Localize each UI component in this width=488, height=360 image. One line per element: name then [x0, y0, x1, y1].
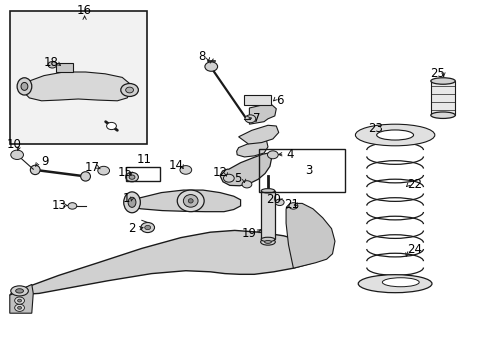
Ellipse shape	[355, 124, 434, 146]
Polygon shape	[238, 125, 278, 144]
Bar	[126, 167, 160, 181]
Text: 14: 14	[168, 159, 183, 172]
Text: 7: 7	[252, 112, 260, 125]
Circle shape	[106, 122, 116, 130]
Circle shape	[180, 166, 191, 174]
Circle shape	[68, 203, 77, 209]
Ellipse shape	[81, 172, 90, 181]
Bar	[261, 191, 274, 239]
Ellipse shape	[11, 286, 28, 296]
Ellipse shape	[123, 192, 140, 213]
Bar	[10, 11, 146, 144]
Text: 13: 13	[51, 199, 66, 212]
Circle shape	[223, 174, 234, 182]
Circle shape	[144, 225, 150, 230]
Text: 12: 12	[212, 166, 227, 179]
Circle shape	[275, 199, 284, 206]
Text: 5: 5	[234, 172, 242, 185]
Circle shape	[129, 175, 135, 179]
Circle shape	[204, 62, 217, 71]
Circle shape	[244, 115, 255, 123]
Polygon shape	[124, 190, 240, 212]
Text: 4: 4	[286, 148, 294, 161]
Text: 11: 11	[137, 153, 151, 166]
Circle shape	[15, 297, 24, 304]
Ellipse shape	[188, 199, 193, 203]
Polygon shape	[22, 72, 131, 101]
Circle shape	[98, 166, 109, 175]
Ellipse shape	[21, 82, 28, 90]
Text: 17: 17	[84, 161, 99, 174]
Bar	[259, 149, 344, 192]
Ellipse shape	[128, 197, 136, 207]
Text: 9: 9	[41, 155, 49, 168]
Bar	[244, 95, 271, 105]
Circle shape	[48, 62, 57, 68]
Polygon shape	[285, 203, 334, 268]
Text: 6: 6	[276, 94, 284, 107]
Circle shape	[125, 87, 133, 93]
Polygon shape	[236, 140, 267, 157]
Text: 15: 15	[117, 166, 132, 179]
Ellipse shape	[30, 165, 40, 175]
Text: 24: 24	[407, 243, 421, 256]
Circle shape	[242, 181, 251, 188]
Ellipse shape	[183, 194, 198, 207]
Text: 21: 21	[284, 198, 298, 211]
Text: 19: 19	[242, 227, 256, 240]
Ellipse shape	[16, 289, 23, 293]
Circle shape	[267, 151, 278, 159]
Ellipse shape	[264, 240, 271, 243]
Ellipse shape	[430, 112, 454, 118]
Polygon shape	[56, 63, 73, 72]
Ellipse shape	[382, 278, 418, 287]
Polygon shape	[10, 284, 33, 313]
Ellipse shape	[261, 189, 274, 193]
Text: 16: 16	[77, 4, 92, 17]
Polygon shape	[10, 230, 320, 295]
Text: 20: 20	[266, 193, 281, 206]
Polygon shape	[430, 81, 454, 115]
Text: 1: 1	[122, 192, 130, 204]
Ellipse shape	[430, 78, 454, 84]
Text: 10: 10	[6, 138, 21, 150]
Text: 3: 3	[305, 165, 312, 177]
Circle shape	[11, 150, 23, 159]
Text: 25: 25	[429, 67, 444, 80]
Ellipse shape	[358, 275, 431, 293]
Circle shape	[121, 84, 138, 96]
Text: 22: 22	[407, 178, 421, 191]
Circle shape	[18, 306, 21, 309]
Circle shape	[125, 172, 138, 182]
Circle shape	[141, 222, 154, 233]
Circle shape	[15, 304, 24, 311]
Polygon shape	[249, 104, 276, 124]
Ellipse shape	[177, 190, 204, 212]
Circle shape	[18, 299, 21, 302]
Ellipse shape	[261, 237, 274, 242]
Text: 8: 8	[198, 50, 205, 63]
Polygon shape	[220, 153, 271, 186]
Ellipse shape	[260, 239, 275, 245]
Circle shape	[288, 203, 297, 209]
Ellipse shape	[376, 130, 413, 140]
Text: 18: 18	[44, 57, 59, 69]
Ellipse shape	[17, 78, 32, 95]
Text: 2: 2	[128, 222, 136, 235]
Text: 23: 23	[367, 122, 382, 135]
